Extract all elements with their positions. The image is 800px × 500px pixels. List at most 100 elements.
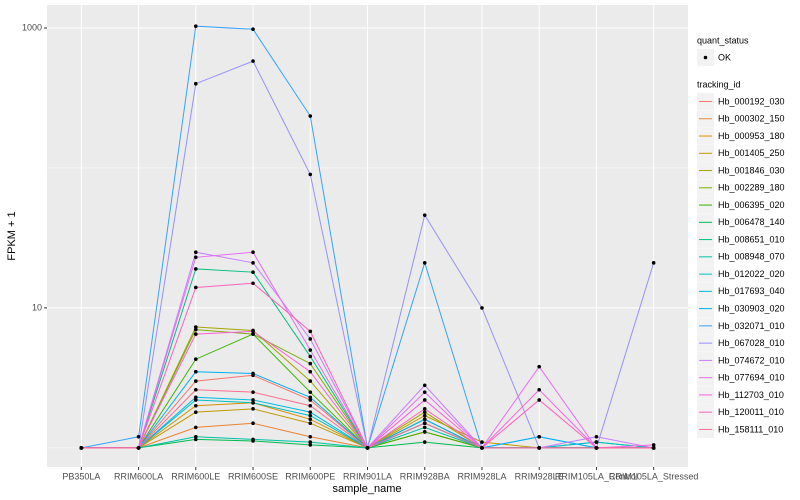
point bbox=[422, 383, 427, 388]
point bbox=[251, 281, 255, 286]
legend: quant_status OK tracking_id Hb_000192_030 Hb… bbox=[697, 35, 785, 438]
x-tick-label: RRIM928BA bbox=[400, 471, 450, 481]
point bbox=[308, 440, 313, 444]
point bbox=[251, 400, 255, 405]
point bbox=[194, 425, 198, 430]
point bbox=[308, 379, 313, 383]
point bbox=[422, 398, 427, 402]
point bbox=[308, 417, 313, 422]
point bbox=[422, 440, 427, 444]
point bbox=[194, 285, 198, 290]
point bbox=[194, 403, 198, 408]
legend-label: Hb_012022_020 bbox=[718, 269, 785, 279]
x-tick-label: RRIM928LA bbox=[457, 471, 506, 481]
legend-label: Hb_158111_010 bbox=[718, 424, 783, 434]
point bbox=[136, 446, 141, 450]
y-tick-label: 10 bbox=[32, 302, 42, 312]
legend-label: Hb_008651_010 bbox=[718, 234, 785, 244]
point bbox=[422, 413, 427, 418]
point bbox=[308, 398, 313, 402]
point bbox=[594, 440, 599, 444]
point bbox=[537, 446, 541, 450]
x-tick-label: RRIM600SE bbox=[228, 471, 278, 481]
point bbox=[422, 425, 427, 430]
point bbox=[594, 434, 599, 439]
point bbox=[308, 443, 313, 447]
x-tick-label: RRIM901LA bbox=[343, 471, 392, 481]
legend-label: Hb_008948_070 bbox=[718, 252, 785, 262]
point bbox=[651, 261, 656, 265]
legend-label: Hb_067028_010 bbox=[718, 338, 785, 348]
point bbox=[251, 329, 255, 334]
point bbox=[251, 390, 255, 394]
point bbox=[308, 348, 313, 352]
legend-label: Hb_002289_180 bbox=[718, 183, 785, 193]
points bbox=[79, 24, 656, 450]
legend-label: Hb_000953_180 bbox=[718, 131, 785, 141]
point bbox=[194, 434, 198, 439]
point bbox=[422, 390, 427, 394]
legend-label: Hb_120011_010 bbox=[718, 407, 784, 417]
legend-label: Hb_017693_040 bbox=[718, 286, 785, 296]
point bbox=[422, 407, 427, 411]
point bbox=[308, 413, 313, 418]
point bbox=[422, 430, 427, 434]
point bbox=[308, 395, 313, 400]
point bbox=[480, 446, 484, 450]
point bbox=[537, 387, 541, 392]
point bbox=[251, 250, 255, 255]
point bbox=[308, 369, 313, 374]
legend-label: Hb_006478_140 bbox=[718, 217, 785, 227]
point bbox=[422, 421, 427, 426]
y-axis-title: FPKM + 1 bbox=[6, 211, 18, 260]
point bbox=[194, 81, 198, 86]
point bbox=[537, 434, 541, 439]
legend-label: Hb_112703_010 bbox=[718, 390, 784, 400]
x-tick-label: RRIM600PE bbox=[285, 471, 335, 481]
point bbox=[308, 354, 313, 359]
point bbox=[194, 387, 198, 392]
point bbox=[194, 410, 198, 414]
legend-label: Hb_032071_010 bbox=[718, 321, 785, 331]
x-tick-label: RRIM105LA_Stressed bbox=[609, 471, 699, 481]
x-tick-label: RRIM600LE bbox=[171, 471, 220, 481]
point bbox=[308, 434, 313, 439]
point bbox=[651, 446, 656, 450]
point bbox=[480, 440, 484, 444]
point bbox=[480, 306, 484, 310]
point bbox=[136, 434, 141, 439]
legend-title: quant_status bbox=[697, 35, 749, 45]
y-tick-label: 1000 bbox=[22, 22, 42, 32]
point bbox=[308, 410, 313, 414]
point bbox=[422, 417, 427, 422]
point bbox=[537, 398, 541, 402]
point bbox=[308, 329, 313, 334]
point bbox=[194, 437, 198, 442]
point bbox=[194, 395, 198, 400]
grid bbox=[47, 5, 688, 467]
point bbox=[79, 446, 84, 450]
x-tick-label: RRIM105LA_Control bbox=[555, 471, 638, 481]
legend-point bbox=[703, 55, 708, 60]
point bbox=[194, 357, 198, 362]
point bbox=[251, 437, 255, 442]
legend-label: Hb_000192_030 bbox=[718, 96, 785, 106]
x-tick-label: RRIM600LA bbox=[114, 471, 163, 481]
point bbox=[422, 410, 427, 414]
legend-label: Hb_000302_150 bbox=[718, 114, 785, 124]
point bbox=[194, 24, 198, 29]
point bbox=[194, 379, 198, 383]
point bbox=[308, 172, 313, 177]
point bbox=[251, 261, 255, 265]
point bbox=[422, 213, 427, 217]
legend-label: OK bbox=[718, 52, 731, 62]
point bbox=[251, 398, 255, 402]
point bbox=[194, 332, 198, 336]
legend-label: Hb_001405_250 bbox=[718, 148, 785, 158]
point bbox=[251, 421, 255, 426]
point bbox=[251, 407, 255, 411]
point bbox=[251, 270, 255, 274]
point bbox=[194, 398, 198, 402]
point bbox=[308, 337, 313, 341]
